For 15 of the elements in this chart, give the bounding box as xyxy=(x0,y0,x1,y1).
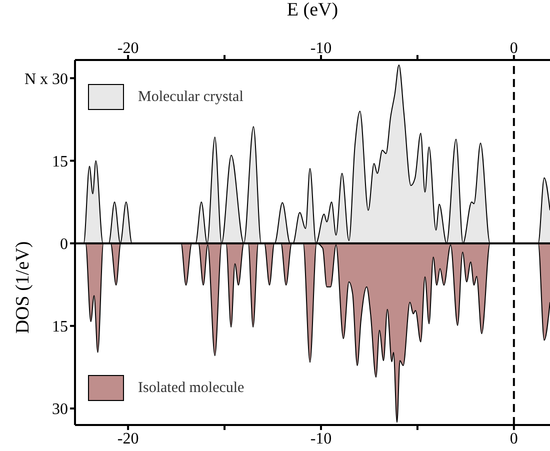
y-axis-title: DOS (1/eV) xyxy=(12,241,34,334)
x2-axis-title: E (eV) xyxy=(286,0,338,20)
x-tick-label: -20 xyxy=(117,40,139,57)
x2-tick-label: -20 xyxy=(117,430,139,448)
y-tick-label: N x 30 xyxy=(24,70,68,88)
legend-label: Molecular crystal xyxy=(138,88,244,106)
x-tick-label: -10 xyxy=(310,40,332,57)
legend-label: Isolated molecule xyxy=(138,380,244,396)
x-tick-label: 0 xyxy=(510,40,518,57)
x2-tick-label: 0 xyxy=(510,430,518,448)
y-tick-label: 0 xyxy=(60,236,68,254)
y-tick-label: 15 xyxy=(52,153,68,170)
x2-tick-label: -10 xyxy=(310,430,332,448)
y-tick-label: 30 xyxy=(52,401,68,418)
y-tick-label: 15 xyxy=(52,318,68,336)
